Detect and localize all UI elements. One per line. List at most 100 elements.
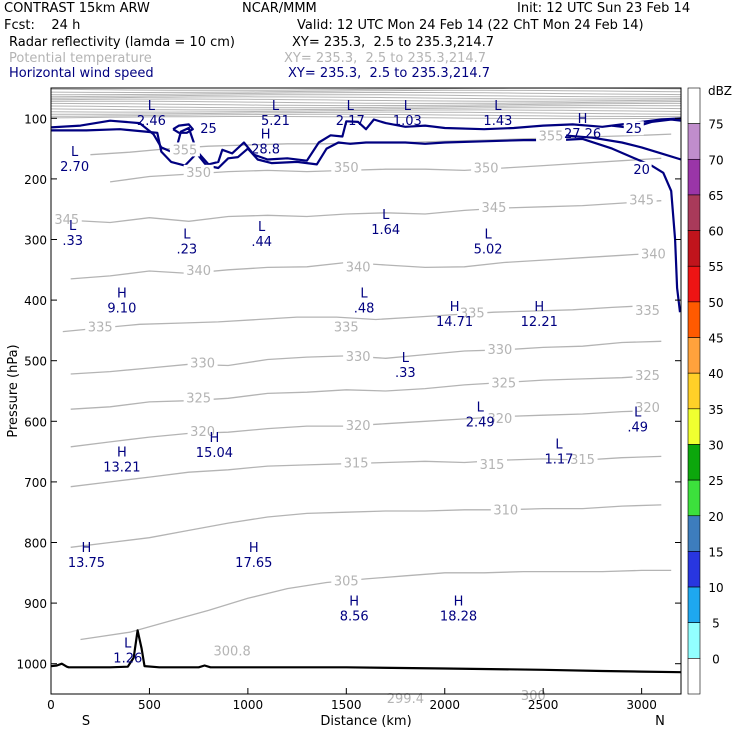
theta-contours: [62, 133, 672, 641]
theta-label-bg: [457, 305, 488, 320]
extremum-low-marker: L: [634, 405, 642, 420]
extremum-value: 18.28: [440, 610, 477, 625]
theta-label: 300.8: [214, 645, 251, 660]
x-end-label-right: N: [655, 714, 665, 729]
y-tick-label: 600: [24, 415, 47, 429]
extremum-value: .33: [62, 234, 83, 249]
theta-label-bg: [488, 375, 519, 390]
theta-contour-335: [62, 304, 662, 333]
theta-label: 325: [491, 377, 516, 392]
theta-label: 305: [334, 574, 359, 589]
extremum-low-marker: L: [477, 401, 485, 416]
extremum-value: 15.04: [196, 446, 233, 461]
theta-label: 299.4: [387, 692, 424, 707]
colorbar-swatch: [687, 372, 701, 410]
theta-upper-line: [51, 102, 681, 107]
field-reflectivity-name: Radar reflectivity (lamda = 10 cm): [9, 35, 235, 50]
colorbar-level-label: 30: [708, 438, 723, 452]
y-tick-label: 1000: [16, 658, 47, 672]
theta-label: 340: [186, 264, 211, 279]
wind-contour-25: [172, 123, 194, 134]
extremum-value: .23: [177, 242, 198, 257]
colorbar-swatch: [687, 479, 701, 517]
extremum-value: 17.65: [235, 556, 272, 571]
extremum-low-marker: L: [69, 219, 77, 234]
colorbar-level-label: 10: [708, 581, 723, 595]
extremum-high-marker: H: [349, 595, 359, 610]
theta-contour-305: [80, 569, 672, 641]
theta-label-bg: [484, 341, 515, 356]
extrema-labels: L2.46L5.21L2.17L1.03L1.43H28.8H27.26L2.7…: [60, 99, 648, 667]
init-time: Init: 12 UTC Sun 23 Feb 14: [517, 1, 691, 16]
extremum-high-marker: H: [117, 445, 127, 460]
theta-label: 315: [344, 457, 369, 472]
colorbar-level-label: 25: [708, 474, 723, 488]
extremum-low-marker: L: [484, 227, 492, 242]
wind-label: 25: [625, 122, 642, 137]
theta-label: 345: [629, 194, 654, 209]
y-axis-label: Pressure (hPa): [6, 344, 21, 437]
theta-label-bg: [187, 355, 218, 370]
theta-label-bg: [187, 424, 218, 439]
theta-label-bg: [478, 199, 509, 214]
theta-label-bg: [477, 456, 507, 471]
extremum-value: 27.26: [564, 127, 601, 142]
theta-label-bg: [343, 259, 374, 274]
valid-time: Valid: 12 UTC Mon 24 Feb 14 (22 ChT Mon …: [297, 18, 644, 33]
field-wind-name: Horizontal wind speed: [9, 66, 154, 81]
x-tick-label: 1500: [331, 698, 362, 712]
y-tick-label: 900: [24, 597, 47, 611]
terrain: [51, 629, 681, 674]
colorbar-level-label: 5: [712, 617, 720, 631]
extremum-low-marker: L: [360, 287, 368, 302]
theta-label: 315: [570, 453, 595, 468]
colorbar-level-label: 75: [708, 118, 723, 132]
wind-label-bg: [623, 121, 644, 136]
extremum-high-marker: H: [534, 300, 544, 315]
field-theta-name: Potential temperature: [9, 51, 152, 66]
colorbar-swatch: [687, 87, 701, 124]
colorbar-swatch: [687, 123, 701, 160]
upper-theta-bunching: [51, 88, 681, 120]
theta-label-bg: [331, 573, 362, 588]
extremum-low-marker: L: [404, 99, 412, 114]
theta-upper-line: [51, 111, 681, 115]
theta-label: 315: [480, 458, 505, 473]
extremum-low-marker: L: [494, 99, 502, 114]
extremum-value: 5.02: [474, 242, 503, 257]
extremum-value: 13.75: [68, 556, 105, 571]
theta-label: 325: [635, 369, 660, 384]
colorbar-swatch: [687, 586, 701, 624]
extremum-value: 8.56: [340, 610, 369, 625]
theta-label-bg: [341, 455, 372, 470]
theta-label-bg: [638, 246, 669, 261]
colorbar-level-label: 45: [708, 332, 723, 346]
extremum-low-marker: L: [402, 351, 410, 366]
y-tick-label: 800: [24, 537, 47, 551]
theta-label: 350: [186, 166, 211, 181]
extremum-high-marker: H: [117, 287, 127, 302]
theta-upper-line: [51, 96, 681, 100]
theta-label: 330: [346, 350, 371, 365]
extremum-low-marker: L: [183, 227, 191, 242]
field-wind-xy: XY= 235.3, 2.5 to 235.3,214.7: [288, 66, 491, 81]
colorbar-swatch: [687, 515, 701, 552]
theta-label: 325: [186, 391, 211, 406]
extremum-low-marker: L: [347, 99, 355, 114]
extremum-high-marker: H: [261, 127, 271, 142]
colorbar-swatch: [687, 337, 701, 374]
extremum-value: 1.64: [371, 223, 400, 238]
x-tick-label: 1000: [233, 698, 264, 712]
theta-labels: 355 355 350 350 350 345 345 345 340 340 340 335 335 3…: [51, 128, 669, 707]
theta-label: 345: [54, 213, 79, 228]
theta-label-bg: [567, 452, 598, 467]
axes: 100 200 300 400 500 600 700 800 900 1000 0 500 1000 1…: [6, 112, 681, 729]
extremum-high-marker: H: [454, 595, 464, 610]
theta-label-bg: [183, 164, 214, 179]
x-tick-label: 3000: [626, 698, 657, 712]
x-tick-label: 2500: [528, 698, 559, 712]
theta-label: 310: [493, 503, 518, 518]
extremum-low-marker: L: [258, 220, 266, 235]
